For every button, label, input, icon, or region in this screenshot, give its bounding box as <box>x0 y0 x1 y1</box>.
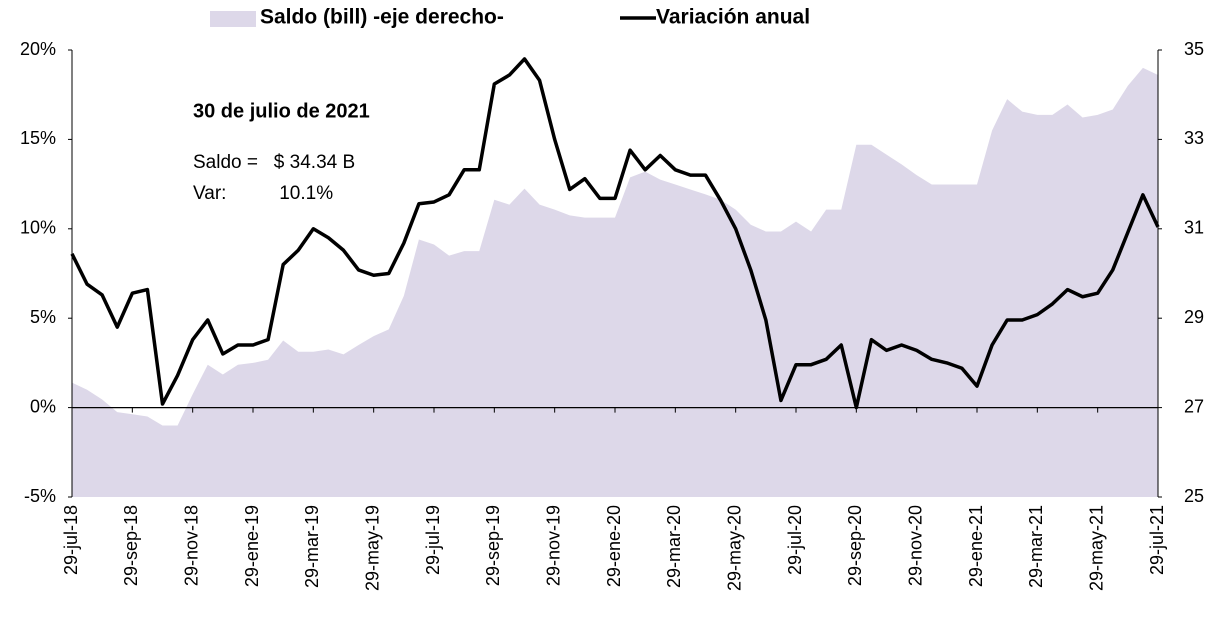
y-tick-label: 10% <box>20 218 56 238</box>
x-tick-label: 29-may-21 <box>1086 505 1106 591</box>
y2-tick-label: 27 <box>1184 396 1204 416</box>
y2-tick-label: 35 <box>1184 39 1204 59</box>
y2-tick-label: 29 <box>1184 307 1204 327</box>
legend-label: Variación anual <box>656 6 810 29</box>
x-tick-label: 29-mar-19 <box>302 505 322 588</box>
x-tick-label: 29-jul-20 <box>785 505 805 575</box>
y-tick-label: 5% <box>30 307 56 327</box>
area <box>72 67 1158 497</box>
annotation-title: 30 de julio de 2021 <box>193 100 370 122</box>
x-tick-label: 29-jul-21 <box>1147 505 1167 575</box>
x-tick-label: 29-sep-18 <box>121 505 141 586</box>
x-tick-label: 29-mar-21 <box>1026 505 1046 588</box>
x-tick-label: 29-nov-19 <box>543 505 563 586</box>
x-tick-label: 29-ene-20 <box>604 505 624 587</box>
x-tick-label: 29-nov-18 <box>181 505 201 586</box>
y2-tick-label: 25 <box>1184 486 1204 506</box>
y2-tick-label: 31 <box>1184 218 1204 238</box>
x-tick-label: 29-sep-19 <box>483 505 503 586</box>
annotation: Saldo = $ 34.34 B <box>193 152 355 173</box>
x-tick-label: 29-jul-18 <box>61 505 81 575</box>
annotation: Var: 10.1% <box>193 183 333 204</box>
x-tick-label: 29-may-20 <box>724 505 744 591</box>
x-tick-label: 29-jul-19 <box>423 505 443 575</box>
x-tick-label: 29-nov-20 <box>905 505 925 586</box>
y2-tick-label: 33 <box>1184 128 1204 148</box>
line <box>70 57 1160 410</box>
y-tick-label: 0% <box>30 396 56 416</box>
x-tick-label: 29-mar-20 <box>664 505 684 588</box>
legend-swatch <box>210 11 256 27</box>
y-tick-label: 15% <box>20 128 56 148</box>
x-tick-label: 29-may-19 <box>362 505 382 591</box>
y-tick-label: 20% <box>20 39 56 59</box>
legend-label: Saldo (bill) -eje derecho- <box>260 6 504 29</box>
x-tick-label: 29-ene-19 <box>242 505 262 587</box>
x-tick-label: 29-ene-21 <box>966 505 986 587</box>
x-tick-label: 29-sep-20 <box>845 505 865 586</box>
y-tick-label: -5% <box>24 486 56 506</box>
